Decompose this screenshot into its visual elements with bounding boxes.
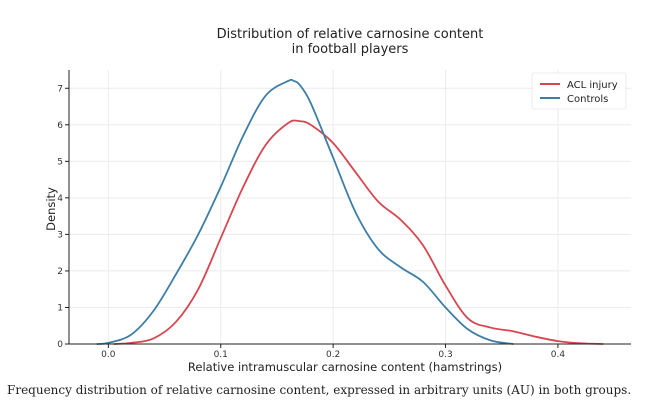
chart-title-line-1: Distribution of relative carnosine conte… (217, 27, 484, 42)
x-tick-label-3: 0.3 (438, 350, 452, 360)
legend-frame (531, 72, 627, 110)
y-tick-label-6: 6 (57, 121, 63, 131)
y-tick-label-2: 2 (57, 267, 63, 277)
axes (65, 70, 631, 348)
y-tick-label-0: 0 (57, 340, 63, 350)
y-tick-label-1: 1 (57, 303, 63, 313)
series-line-controls (96, 78, 514, 345)
x-axis-label: Relative intramuscular carnosine content… (188, 360, 502, 374)
legend-label-controls: Controls (567, 94, 608, 105)
grid (69, 70, 631, 345)
y-tick-label-3: 3 (57, 230, 63, 240)
x-tick-label-4: 0.4 (551, 350, 566, 360)
x-tick-label-2: 0.2 (326, 350, 340, 360)
y-tick-label-7: 7 (57, 84, 63, 94)
x-tick-label-1: 0.1 (214, 350, 228, 360)
x-tick-label-0: 0.0 (101, 350, 116, 360)
y-axis-label: Density (44, 187, 58, 231)
figure-caption: Frequency distribution of relative carno… (7, 383, 632, 397)
legend: ACL injury Controls (531, 72, 627, 110)
chart-title-line-2: in football players (292, 42, 409, 57)
y-tick-label-4: 4 (57, 194, 63, 204)
legend-label-acl-injury: ACL injury (567, 80, 618, 91)
y-tick-label-5: 5 (57, 157, 63, 167)
series-line-acl-injury (113, 119, 604, 345)
tick-labels: 0.0 0.1 0.2 0.3 0.4 0 1 2 3 4 5 6 7 (57, 84, 565, 360)
series-lines (96, 78, 604, 345)
